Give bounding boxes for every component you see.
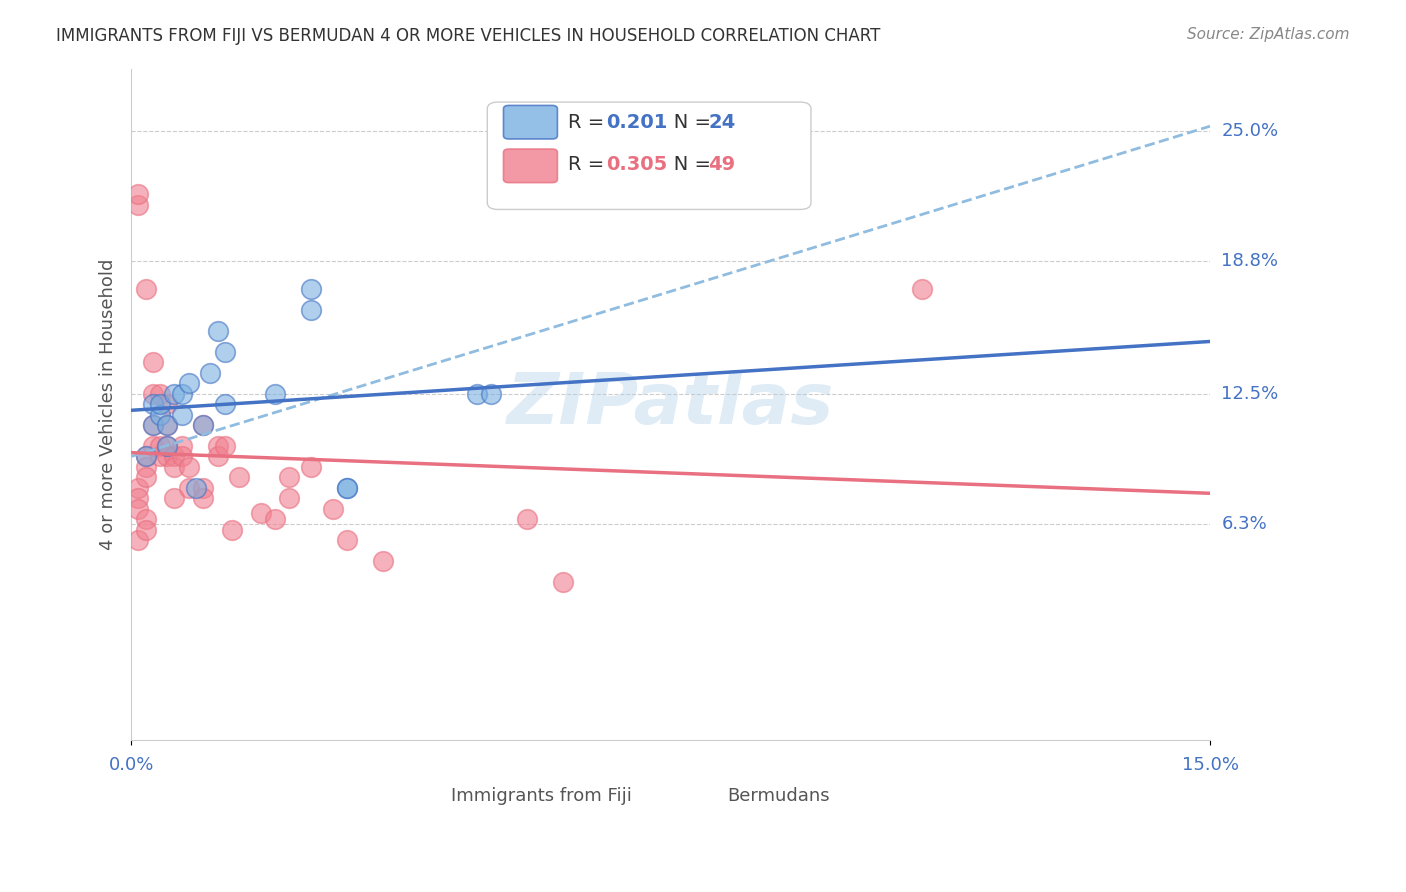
Point <box>221 523 243 537</box>
Point <box>207 439 229 453</box>
Point <box>336 481 359 495</box>
FancyBboxPatch shape <box>503 149 557 183</box>
Point <box>142 417 165 432</box>
Point <box>551 575 574 590</box>
Point <box>170 439 193 453</box>
Text: N =: N = <box>655 155 717 174</box>
Text: Source: ZipAtlas.com: Source: ZipAtlas.com <box>1187 27 1350 42</box>
Point <box>170 408 193 422</box>
FancyBboxPatch shape <box>488 102 811 210</box>
FancyBboxPatch shape <box>503 105 557 139</box>
Point <box>214 344 236 359</box>
Point <box>127 533 149 548</box>
Text: Immigrants from Fiji: Immigrants from Fiji <box>451 787 631 805</box>
Point <box>184 481 207 495</box>
Point <box>177 459 200 474</box>
Point <box>149 439 172 453</box>
Point <box>371 554 394 568</box>
Point <box>135 450 157 464</box>
Point <box>299 302 322 317</box>
Text: 18.8%: 18.8% <box>1222 252 1278 270</box>
Text: 0.0%: 0.0% <box>108 756 153 774</box>
Point <box>264 386 287 401</box>
Text: 25.0%: 25.0% <box>1222 122 1278 140</box>
Text: 0.305: 0.305 <box>606 155 668 174</box>
Point <box>127 198 149 212</box>
Point <box>127 502 149 516</box>
Point <box>207 450 229 464</box>
Point <box>156 450 179 464</box>
Point <box>156 439 179 453</box>
FancyBboxPatch shape <box>420 779 451 798</box>
Point <box>322 502 344 516</box>
Point <box>156 439 179 453</box>
Point <box>170 386 193 401</box>
Point <box>156 397 179 411</box>
Point <box>163 386 186 401</box>
Point <box>135 470 157 484</box>
Point <box>170 450 193 464</box>
Point <box>479 386 502 401</box>
Text: 15.0%: 15.0% <box>1181 756 1239 774</box>
Point <box>249 506 271 520</box>
Point <box>135 450 157 464</box>
Text: 12.5%: 12.5% <box>1222 384 1278 402</box>
Point <box>299 459 322 474</box>
Y-axis label: 4 or more Vehicles in Household: 4 or more Vehicles in Household <box>100 259 117 549</box>
Text: 24: 24 <box>709 112 735 132</box>
Point <box>193 417 215 432</box>
FancyBboxPatch shape <box>668 779 700 798</box>
Point <box>336 481 359 495</box>
Point <box>193 491 215 506</box>
Point <box>299 282 322 296</box>
Point <box>142 439 165 453</box>
Point <box>142 386 165 401</box>
Text: ZIPatlas: ZIPatlas <box>508 369 834 439</box>
Text: R =: R = <box>568 155 610 174</box>
Point <box>336 533 359 548</box>
Point <box>214 397 236 411</box>
Point <box>264 512 287 526</box>
Point <box>163 450 186 464</box>
Text: R =: R = <box>568 112 610 132</box>
Point <box>135 523 157 537</box>
Point <box>149 408 172 422</box>
Point <box>465 386 488 401</box>
Text: IMMIGRANTS FROM FIJI VS BERMUDAN 4 OR MORE VEHICLES IN HOUSEHOLD CORRELATION CHA: IMMIGRANTS FROM FIJI VS BERMUDAN 4 OR MO… <box>56 27 880 45</box>
Point <box>516 512 538 526</box>
Text: 49: 49 <box>709 155 735 174</box>
Point <box>177 481 200 495</box>
Point <box>177 376 200 390</box>
Point <box>278 470 301 484</box>
Point <box>142 417 165 432</box>
Point <box>135 459 157 474</box>
Point <box>214 439 236 453</box>
Point <box>193 417 215 432</box>
Point <box>127 481 149 495</box>
Point <box>200 366 222 380</box>
Point <box>149 397 172 411</box>
Point <box>163 491 186 506</box>
Text: 0.201: 0.201 <box>606 112 668 132</box>
Point <box>228 470 250 484</box>
Point <box>156 417 179 432</box>
Point <box>135 282 157 296</box>
Point <box>127 491 149 506</box>
Point <box>278 491 301 506</box>
Point <box>149 450 172 464</box>
Point <box>135 512 157 526</box>
Text: N =: N = <box>655 112 717 132</box>
Point <box>163 459 186 474</box>
Point <box>193 481 215 495</box>
Text: Bermudans: Bermudans <box>727 787 830 805</box>
Point <box>142 397 165 411</box>
Point <box>156 417 179 432</box>
Text: 6.3%: 6.3% <box>1222 515 1267 533</box>
Point <box>142 355 165 369</box>
Point <box>149 386 172 401</box>
Point <box>127 187 149 202</box>
Point <box>911 282 934 296</box>
Point <box>207 324 229 338</box>
